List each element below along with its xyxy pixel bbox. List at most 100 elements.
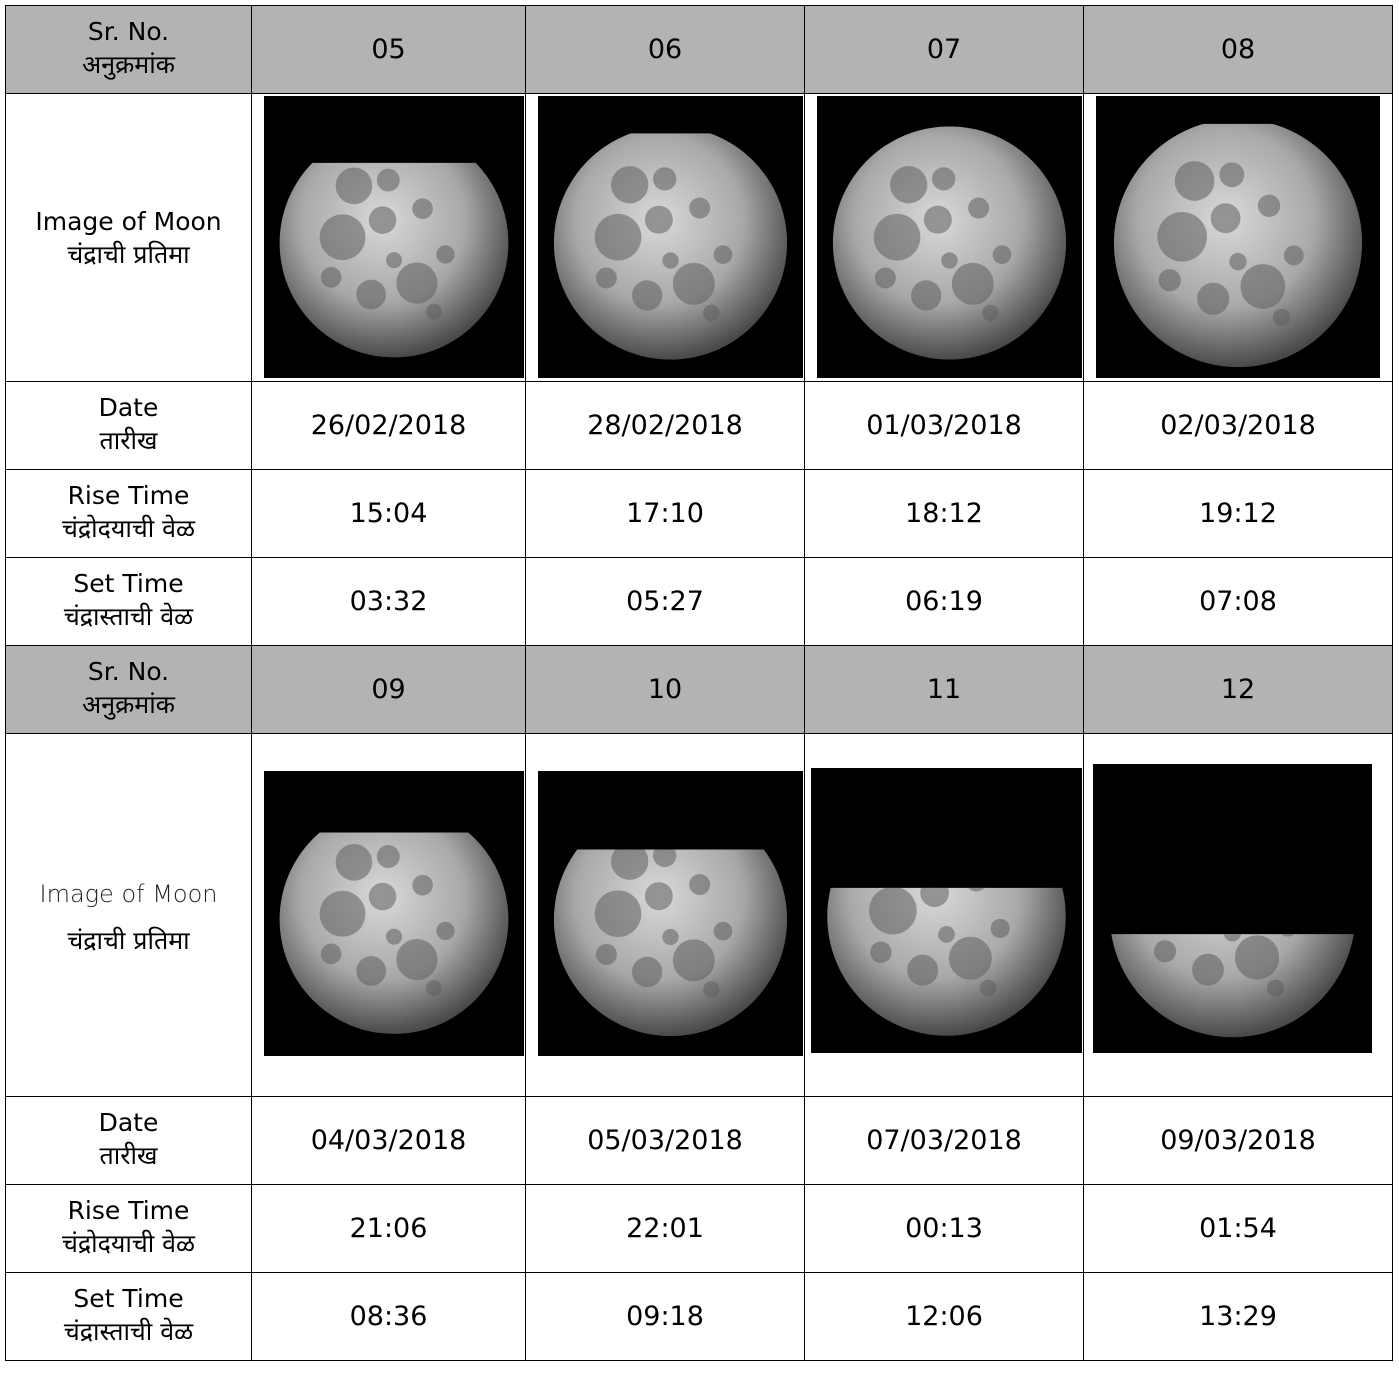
rise-time-cell: 22:01 <box>525 1184 805 1273</box>
date-value: 26/02/2018 <box>310 410 467 441</box>
sr-no-cell: 06 <box>525 5 805 94</box>
set-time-label: Set Time चंद्रास्ताची वेळ <box>5 1272 252 1361</box>
rise-time-label-mr: चंद्रोदयाची वेळ <box>61 513 196 543</box>
sr-no-label-mr: अनुक्रमांक <box>82 49 175 79</box>
rise-time-cell: 18:12 <box>804 469 1084 558</box>
moon-photo <box>264 771 524 1056</box>
date-cell: 04/03/2018 <box>251 1096 526 1185</box>
date-value: 02/03/2018 <box>1160 410 1316 441</box>
set-time-value: 06:19 <box>905 586 983 617</box>
set-time-label-en: Set Time <box>73 568 184 598</box>
set-time-label-en: Set Time <box>73 1283 184 1313</box>
set-time-cell: 08:36 <box>251 1272 526 1361</box>
date-label-mr: तारीख <box>99 1140 158 1170</box>
set-time-cell: 03:32 <box>251 557 526 646</box>
sr-no-row: Sr. No. अनुक्रमांक 05 06 07 08 <box>5 5 1393 94</box>
sr-no-value: 08 <box>1220 34 1256 65</box>
moon-image-cell <box>251 733 526 1097</box>
set-time-cell: 12:06 <box>804 1272 1084 1361</box>
rise-time-label: Rise Time चंद्रोदयाची वेळ <box>5 1184 252 1273</box>
moon-image-cell <box>251 93 526 382</box>
date-row: Date तारीख 26/02/2018 28/02/2018 01/03/20… <box>5 381 1393 470</box>
moon-image-label-en: Image of Moon <box>39 880 218 908</box>
rise-time-value: 15:04 <box>349 498 428 529</box>
rise-time-row: Rise Time चंद्रोदयाची वेळ 21:06 22:01 00:… <box>5 1184 1393 1273</box>
rise-time-label-en: Rise Time <box>67 480 190 510</box>
date-value: 04/03/2018 <box>310 1125 467 1156</box>
moon-image-label: Image of Moon चंद्राची प्रतिमा <box>5 93 252 382</box>
rise-time-cell: 17:10 <box>525 469 805 558</box>
set-time-label: Set Time चंद्रास्ताची वेळ <box>5 557 252 646</box>
sr-no-label: Sr. No. अनुक्रमांक <box>5 5 252 94</box>
rise-time-label: Rise Time चंद्रोदयाची वेळ <box>5 469 252 558</box>
set-time-label-mr: चंद्रास्ताची वेळ <box>63 601 194 631</box>
moon-image-label-en: Image of Moon <box>35 206 222 236</box>
rise-time-value: 21:06 <box>349 1213 428 1244</box>
set-time-row: Set Time चंद्रास्ताची वेळ 03:32 05:27 06:… <box>5 557 1393 646</box>
sr-no-value: 07 <box>926 34 962 65</box>
rise-time-row: Rise Time चंद्रोदयाची वेळ 15:04 17:10 18:… <box>5 469 1393 558</box>
moon-image-label-mr: चंद्राची प्रतिमा <box>67 926 190 955</box>
set-time-cell: 09:18 <box>525 1272 805 1361</box>
moon-photo <box>817 96 1082 378</box>
set-time-value: 03:32 <box>349 586 428 617</box>
moon-photo <box>811 768 1082 1053</box>
date-value: 07/03/2018 <box>866 1125 1022 1156</box>
sr-no-value: 06 <box>647 34 683 65</box>
moon-image-cell <box>804 93 1084 382</box>
moon-image-row: Image of Moon चंद्राची प्रतिमा <box>5 93 1393 382</box>
moon-observation-table: Sr. No. अनुक्रमांक 05 06 07 08 Image of M… <box>5 5 1393 1361</box>
set-time-label-mr: चंद्रास्ताची वेळ <box>63 1316 194 1346</box>
moon-image-cell <box>1083 733 1393 1097</box>
set-time-cell: 13:29 <box>1083 1272 1393 1361</box>
moon-image-cell <box>525 733 805 1097</box>
set-time-value: 05:27 <box>626 586 704 617</box>
date-row: Date तारीख 04/03/2018 05/03/2018 07/03/20… <box>5 1096 1393 1185</box>
rise-time-cell: 21:06 <box>251 1184 526 1273</box>
rise-time-cell: 19:12 <box>1083 469 1393 558</box>
rise-time-cell: 01:54 <box>1083 1184 1393 1273</box>
date-cell: 05/03/2018 <box>525 1096 805 1185</box>
date-value: 05/03/2018 <box>587 1125 743 1156</box>
set-time-cell: 07:08 <box>1083 557 1393 646</box>
rise-time-value: 18:12 <box>905 498 983 529</box>
rise-time-value: 17:10 <box>626 498 704 529</box>
sr-no-label-en: Sr. No. <box>87 16 170 46</box>
sr-no-cell: 11 <box>804 645 1084 734</box>
date-label-mr: तारीख <box>99 425 158 455</box>
sr-no-cell: 09 <box>251 645 526 734</box>
sr-no-label-mr: अनुक्रमांक <box>82 689 175 719</box>
date-value: 01/03/2018 <box>866 410 1022 441</box>
set-time-value: 08:36 <box>349 1301 428 1332</box>
sr-no-value: 10 <box>647 674 683 705</box>
set-time-value: 13:29 <box>1199 1301 1277 1332</box>
date-value: 28/02/2018 <box>587 410 743 441</box>
rise-time-value: 22:01 <box>626 1213 704 1244</box>
sr-no-row: Sr. No. अनुक्रमांक 09 10 11 12 <box>5 645 1393 734</box>
date-cell: 28/02/2018 <box>525 381 805 470</box>
date-label-en: Date <box>98 392 159 422</box>
date-cell: 26/02/2018 <box>251 381 526 470</box>
sr-no-cell: 05 <box>251 5 526 94</box>
sr-no-cell: 07 <box>804 5 1084 94</box>
sr-no-value: 05 <box>371 34 406 65</box>
set-time-cell: 05:27 <box>525 557 805 646</box>
rise-time-cell: 00:13 <box>804 1184 1084 1273</box>
rise-time-value: 00:13 <box>905 1213 983 1244</box>
sr-no-cell: 10 <box>525 645 805 734</box>
sr-no-cell: 12 <box>1083 645 1393 734</box>
set-time-value: 12:06 <box>905 1301 983 1332</box>
date-label: Date तारीख <box>5 381 252 470</box>
moon-photo <box>1096 96 1380 378</box>
date-cell: 02/03/2018 <box>1083 381 1393 470</box>
set-time-value: 07:08 <box>1199 586 1277 617</box>
set-time-cell: 06:19 <box>804 557 1084 646</box>
rise-time-cell: 15:04 <box>251 469 526 558</box>
moon-photo <box>1093 764 1372 1053</box>
moon-photo <box>264 96 524 378</box>
rise-time-value: 01:54 <box>1199 1213 1277 1244</box>
date-cell: 01/03/2018 <box>804 381 1084 470</box>
moon-image-label-mr: चंद्राची प्रतिमा <box>67 239 190 269</box>
rise-time-label-en: Rise Time <box>67 1195 190 1225</box>
sr-no-value: 12 <box>1220 674 1256 705</box>
